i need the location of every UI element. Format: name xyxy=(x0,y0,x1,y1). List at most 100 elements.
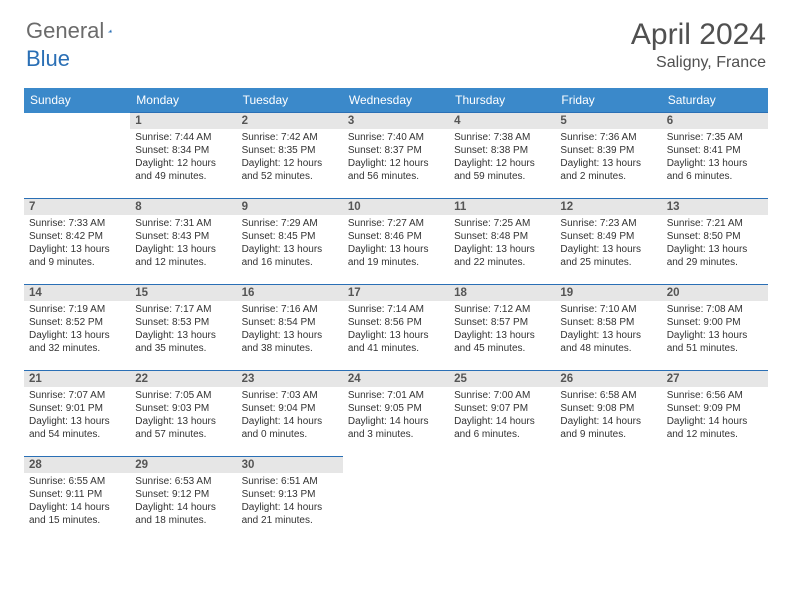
calendar-cell xyxy=(24,113,130,199)
day-content: Sunrise: 7:27 AMSunset: 8:46 PMDaylight:… xyxy=(343,215,449,273)
day-content: Sunrise: 7:17 AMSunset: 8:53 PMDaylight:… xyxy=(130,301,236,359)
daylight-line: Daylight: 13 hours and 19 minutes. xyxy=(348,243,444,269)
sunset-line: Sunset: 9:03 PM xyxy=(135,402,231,415)
calendar-cell: 12Sunrise: 7:23 AMSunset: 8:49 PMDayligh… xyxy=(555,199,661,285)
sunset-line: Sunset: 8:41 PM xyxy=(667,144,763,157)
sunset-line: Sunset: 8:46 PM xyxy=(348,230,444,243)
day-content: Sunrise: 7:38 AMSunset: 8:38 PMDaylight:… xyxy=(449,129,555,187)
sunset-line: Sunset: 9:12 PM xyxy=(135,488,231,501)
sunrise-line: Sunrise: 6:51 AM xyxy=(242,475,338,488)
daylight-line: Daylight: 13 hours and 35 minutes. xyxy=(135,329,231,355)
logo-triangle-icon xyxy=(108,22,112,40)
day-number: 10 xyxy=(343,199,449,215)
logo-text-blue: Blue xyxy=(26,46,70,71)
day-content: Sunrise: 7:07 AMSunset: 9:01 PMDaylight:… xyxy=(24,387,130,445)
calendar-cell: 23Sunrise: 7:03 AMSunset: 9:04 PMDayligh… xyxy=(237,371,343,457)
sunrise-line: Sunrise: 7:19 AM xyxy=(29,303,125,316)
daylight-line: Daylight: 13 hours and 51 minutes. xyxy=(667,329,763,355)
calendar-cell: 6Sunrise: 7:35 AMSunset: 8:41 PMDaylight… xyxy=(662,113,768,199)
sunrise-line: Sunrise: 7:27 AM xyxy=(348,217,444,230)
sunrise-line: Sunrise: 6:58 AM xyxy=(560,389,656,402)
day-number: 1 xyxy=(130,113,236,129)
calendar-cell: 24Sunrise: 7:01 AMSunset: 9:05 PMDayligh… xyxy=(343,371,449,457)
header: General April 2024 Saligny, France xyxy=(0,0,792,80)
daylight-line: Daylight: 14 hours and 15 minutes. xyxy=(29,501,125,527)
day-content: Sunrise: 7:29 AMSunset: 8:45 PMDaylight:… xyxy=(237,215,343,273)
daylight-line: Daylight: 13 hours and 29 minutes. xyxy=(667,243,763,269)
day-content: Sunrise: 6:56 AMSunset: 9:09 PMDaylight:… xyxy=(662,387,768,445)
calendar-cell: 14Sunrise: 7:19 AMSunset: 8:52 PMDayligh… xyxy=(24,285,130,371)
sunrise-line: Sunrise: 7:42 AM xyxy=(242,131,338,144)
sunrise-line: Sunrise: 7:03 AM xyxy=(242,389,338,402)
day-content: Sunrise: 6:53 AMSunset: 9:12 PMDaylight:… xyxy=(130,473,236,531)
sunrise-line: Sunrise: 7:38 AM xyxy=(454,131,550,144)
daylight-line: Daylight: 13 hours and 22 minutes. xyxy=(454,243,550,269)
page-subtitle: Saligny, France xyxy=(631,54,766,72)
calendar-cell: 7Sunrise: 7:33 AMSunset: 8:42 PMDaylight… xyxy=(24,199,130,285)
day-number: 16 xyxy=(237,285,343,301)
day-content: Sunrise: 7:16 AMSunset: 8:54 PMDaylight:… xyxy=(237,301,343,359)
daylight-line: Daylight: 14 hours and 12 minutes. xyxy=(667,415,763,441)
calendar-cell: 19Sunrise: 7:10 AMSunset: 8:58 PMDayligh… xyxy=(555,285,661,371)
day-content: Sunrise: 7:08 AMSunset: 9:00 PMDaylight:… xyxy=(662,301,768,359)
calendar-cell xyxy=(449,457,555,543)
daylight-line: Daylight: 14 hours and 9 minutes. xyxy=(560,415,656,441)
daylight-line: Daylight: 13 hours and 57 minutes. xyxy=(135,415,231,441)
sunrise-line: Sunrise: 7:40 AM xyxy=(348,131,444,144)
sunset-line: Sunset: 8:37 PM xyxy=(348,144,444,157)
day-content: Sunrise: 7:40 AMSunset: 8:37 PMDaylight:… xyxy=(343,129,449,187)
day-number: 26 xyxy=(555,371,661,387)
sunset-line: Sunset: 8:53 PM xyxy=(135,316,231,329)
day-content: Sunrise: 7:12 AMSunset: 8:57 PMDaylight:… xyxy=(449,301,555,359)
sunset-line: Sunset: 9:08 PM xyxy=(560,402,656,415)
sunset-line: Sunset: 9:05 PM xyxy=(348,402,444,415)
sunset-line: Sunset: 8:43 PM xyxy=(135,230,231,243)
sunset-line: Sunset: 8:50 PM xyxy=(667,230,763,243)
daylight-line: Daylight: 14 hours and 21 minutes. xyxy=(242,501,338,527)
sunset-line: Sunset: 9:07 PM xyxy=(454,402,550,415)
sunset-line: Sunset: 8:39 PM xyxy=(560,144,656,157)
sunrise-line: Sunrise: 7:23 AM xyxy=(560,217,656,230)
sunset-line: Sunset: 9:13 PM xyxy=(242,488,338,501)
daylight-line: Daylight: 12 hours and 49 minutes. xyxy=(135,157,231,183)
day-content: Sunrise: 6:58 AMSunset: 9:08 PMDaylight:… xyxy=(555,387,661,445)
sunrise-line: Sunrise: 7:07 AM xyxy=(29,389,125,402)
calendar-cell: 21Sunrise: 7:07 AMSunset: 9:01 PMDayligh… xyxy=(24,371,130,457)
sunset-line: Sunset: 8:56 PM xyxy=(348,316,444,329)
calendar-week: 7Sunrise: 7:33 AMSunset: 8:42 PMDaylight… xyxy=(24,199,768,285)
day-number: 12 xyxy=(555,199,661,215)
calendar-cell xyxy=(662,457,768,543)
calendar-cell: 28Sunrise: 6:55 AMSunset: 9:11 PMDayligh… xyxy=(24,457,130,543)
sunset-line: Sunset: 9:01 PM xyxy=(29,402,125,415)
day-number: 29 xyxy=(130,457,236,473)
sunrise-line: Sunrise: 7:00 AM xyxy=(454,389,550,402)
day-number: 21 xyxy=(24,371,130,387)
sunset-line: Sunset: 8:57 PM xyxy=(454,316,550,329)
calendar-cell: 9Sunrise: 7:29 AMSunset: 8:45 PMDaylight… xyxy=(237,199,343,285)
sunset-line: Sunset: 9:11 PM xyxy=(29,488,125,501)
day-number: 5 xyxy=(555,113,661,129)
daylight-line: Daylight: 12 hours and 59 minutes. xyxy=(454,157,550,183)
day-number: 4 xyxy=(449,113,555,129)
day-header-row: Sunday Monday Tuesday Wednesday Thursday… xyxy=(24,88,768,113)
sunrise-line: Sunrise: 7:10 AM xyxy=(560,303,656,316)
day-number: 9 xyxy=(237,199,343,215)
day-number: 2 xyxy=(237,113,343,129)
sunrise-line: Sunrise: 7:33 AM xyxy=(29,217,125,230)
day-number: 23 xyxy=(237,371,343,387)
day-number: 20 xyxy=(662,285,768,301)
calendar-cell: 26Sunrise: 6:58 AMSunset: 9:08 PMDayligh… xyxy=(555,371,661,457)
calendar-cell: 18Sunrise: 7:12 AMSunset: 8:57 PMDayligh… xyxy=(449,285,555,371)
calendar-cell: 10Sunrise: 7:27 AMSunset: 8:46 PMDayligh… xyxy=(343,199,449,285)
sunrise-line: Sunrise: 6:56 AM xyxy=(667,389,763,402)
calendar-cell: 8Sunrise: 7:31 AMSunset: 8:43 PMDaylight… xyxy=(130,199,236,285)
sunrise-line: Sunrise: 7:36 AM xyxy=(560,131,656,144)
title-block: April 2024 Saligny, France xyxy=(631,18,766,72)
day-number: 15 xyxy=(130,285,236,301)
sunrise-line: Sunrise: 7:31 AM xyxy=(135,217,231,230)
logo: General xyxy=(26,18,132,44)
day-content: Sunrise: 7:14 AMSunset: 8:56 PMDaylight:… xyxy=(343,301,449,359)
sunset-line: Sunset: 8:52 PM xyxy=(29,316,125,329)
sunrise-line: Sunrise: 7:21 AM xyxy=(667,217,763,230)
day-number: 11 xyxy=(449,199,555,215)
